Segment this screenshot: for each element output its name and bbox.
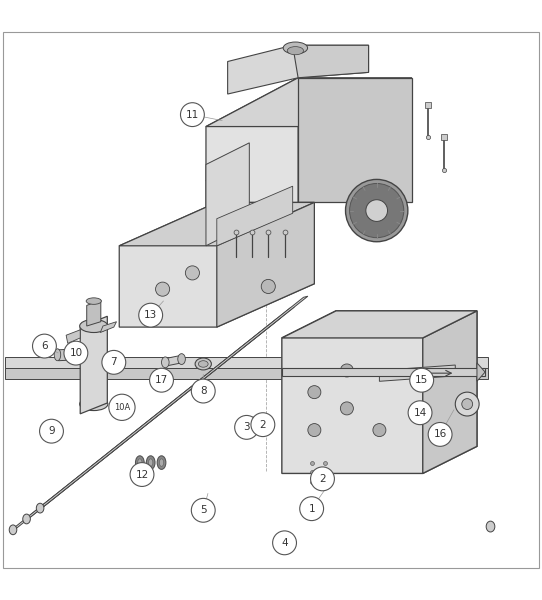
Text: 17: 17 <box>155 375 168 385</box>
Circle shape <box>139 303 163 327</box>
Polygon shape <box>217 186 293 246</box>
Ellipse shape <box>36 503 44 513</box>
Polygon shape <box>282 368 485 376</box>
Circle shape <box>455 392 479 416</box>
Ellipse shape <box>86 298 101 304</box>
Polygon shape <box>11 318 281 530</box>
Text: 6: 6 <box>41 341 48 351</box>
Text: 9: 9 <box>48 426 55 436</box>
Circle shape <box>340 402 353 415</box>
Text: 15: 15 <box>415 375 428 385</box>
Ellipse shape <box>350 184 404 238</box>
Circle shape <box>308 386 321 398</box>
Polygon shape <box>206 78 412 127</box>
Polygon shape <box>293 45 369 78</box>
Circle shape <box>408 401 432 425</box>
Text: 1: 1 <box>308 503 315 514</box>
Text: 3: 3 <box>243 422 250 433</box>
Ellipse shape <box>346 179 408 242</box>
Circle shape <box>33 334 56 358</box>
Text: 10A: 10A <box>114 403 130 412</box>
Polygon shape <box>282 311 477 338</box>
Text: 7: 7 <box>111 358 117 367</box>
Circle shape <box>130 463 154 487</box>
Text: 13: 13 <box>144 310 157 320</box>
Ellipse shape <box>23 514 30 524</box>
Text: 12: 12 <box>136 470 149 479</box>
Circle shape <box>300 497 324 521</box>
Polygon shape <box>119 202 314 246</box>
Circle shape <box>373 424 386 437</box>
Circle shape <box>462 398 473 409</box>
Circle shape <box>156 282 170 296</box>
Circle shape <box>64 341 88 365</box>
Circle shape <box>180 103 204 127</box>
Text: 11: 11 <box>186 110 199 119</box>
Circle shape <box>185 266 199 280</box>
Circle shape <box>340 364 353 377</box>
Ellipse shape <box>178 353 185 364</box>
Polygon shape <box>228 45 369 94</box>
Polygon shape <box>80 316 107 414</box>
Ellipse shape <box>149 459 153 466</box>
Ellipse shape <box>486 521 495 532</box>
Polygon shape <box>165 355 182 366</box>
Polygon shape <box>87 300 101 326</box>
Ellipse shape <box>9 525 17 535</box>
Circle shape <box>109 394 135 421</box>
Circle shape <box>191 499 215 522</box>
Circle shape <box>428 422 452 446</box>
Polygon shape <box>57 349 80 361</box>
Text: 8: 8 <box>200 386 207 396</box>
Circle shape <box>191 379 215 403</box>
Polygon shape <box>100 322 117 332</box>
Ellipse shape <box>159 459 164 466</box>
Ellipse shape <box>198 361 208 367</box>
Circle shape <box>40 419 63 443</box>
Polygon shape <box>217 202 314 327</box>
Polygon shape <box>423 311 477 473</box>
Ellipse shape <box>283 42 308 54</box>
Text: 14: 14 <box>414 408 427 418</box>
Circle shape <box>273 531 296 555</box>
Polygon shape <box>24 307 294 520</box>
Ellipse shape <box>287 47 304 55</box>
Ellipse shape <box>157 456 166 469</box>
Polygon shape <box>119 202 314 327</box>
Ellipse shape <box>80 398 108 410</box>
Ellipse shape <box>138 459 142 466</box>
Circle shape <box>235 415 259 439</box>
Ellipse shape <box>54 349 61 361</box>
Text: 16: 16 <box>434 430 447 439</box>
Polygon shape <box>38 296 308 509</box>
Ellipse shape <box>366 200 388 221</box>
Polygon shape <box>206 143 249 246</box>
Polygon shape <box>5 357 488 368</box>
Circle shape <box>308 424 321 437</box>
Text: 2: 2 <box>319 474 326 484</box>
Polygon shape <box>298 78 412 202</box>
Ellipse shape <box>195 358 211 370</box>
Circle shape <box>410 368 434 392</box>
Ellipse shape <box>80 320 108 332</box>
Text: 2: 2 <box>260 419 266 430</box>
Text: 10: 10 <box>69 348 82 358</box>
Circle shape <box>311 467 334 491</box>
Text: 4: 4 <box>281 538 288 548</box>
Circle shape <box>251 413 275 437</box>
Polygon shape <box>282 311 477 473</box>
Ellipse shape <box>146 456 155 469</box>
Circle shape <box>102 350 126 374</box>
Ellipse shape <box>136 456 144 469</box>
Text: 5: 5 <box>200 505 207 515</box>
Circle shape <box>150 368 173 392</box>
Polygon shape <box>206 78 298 246</box>
Polygon shape <box>5 368 488 379</box>
Polygon shape <box>379 365 455 382</box>
Polygon shape <box>477 363 485 382</box>
Polygon shape <box>66 330 80 343</box>
Circle shape <box>261 280 275 293</box>
Ellipse shape <box>162 357 169 368</box>
